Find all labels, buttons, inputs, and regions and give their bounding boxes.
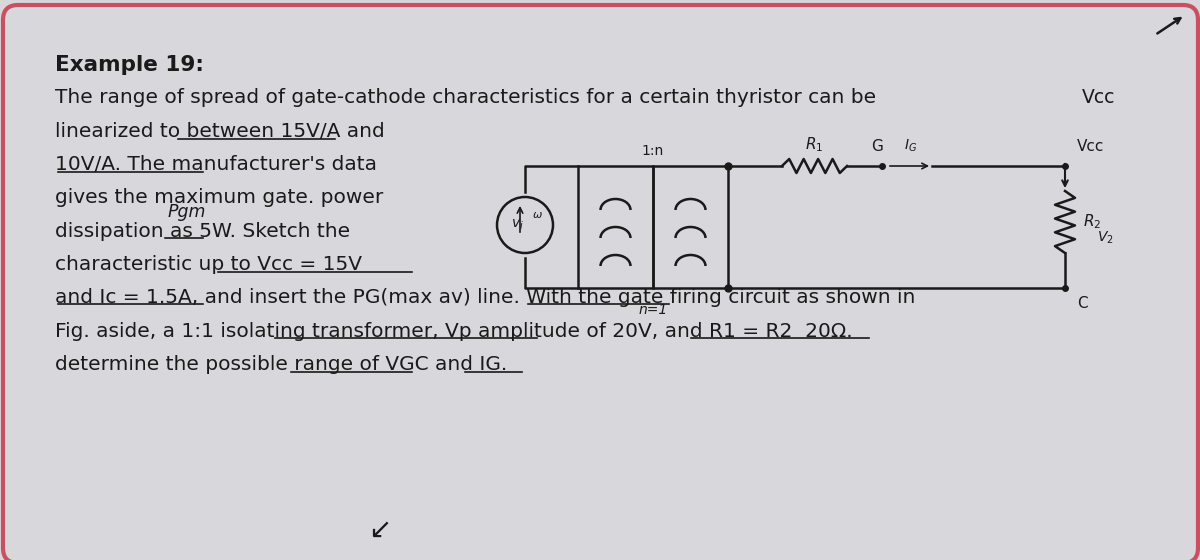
Text: Pgm: Pgm <box>168 203 206 221</box>
Text: $R_2$: $R_2$ <box>1084 213 1102 231</box>
Bar <box>653 166 728 288</box>
FancyBboxPatch shape <box>2 5 1198 560</box>
Text: The range of spread of gate-cathode characteristics for a certain thyristor can : The range of spread of gate-cathode char… <box>55 88 876 107</box>
Text: $R_1$: $R_1$ <box>805 136 823 154</box>
Text: Vcc: Vcc <box>1078 139 1104 154</box>
Bar <box>578 166 653 288</box>
Text: 10V/A. The manufacturer's data: 10V/A. The manufacturer's data <box>55 155 377 174</box>
Text: $\omega$: $\omega$ <box>532 210 542 220</box>
Text: characteristic up to Vcc = 15V: characteristic up to Vcc = 15V <box>55 255 362 274</box>
Text: $v_i$: $v_i$ <box>510 218 523 232</box>
Text: C: C <box>1078 296 1087 311</box>
Text: 1:n: 1:n <box>642 144 664 158</box>
Text: n=1: n=1 <box>638 303 667 317</box>
Text: Example 19:: Example 19: <box>55 55 204 75</box>
Text: linearized to between 15V/A and: linearized to between 15V/A and <box>55 122 385 141</box>
Text: G: G <box>871 139 883 154</box>
Text: $V_2$: $V_2$ <box>1097 230 1114 246</box>
Text: $I_G$: $I_G$ <box>904 138 917 154</box>
Text: dissipation as 5W. Sketch the: dissipation as 5W. Sketch the <box>55 222 350 241</box>
Text: determine the possible range of VGC and IG.: determine the possible range of VGC and … <box>55 355 508 374</box>
Text: ↙: ↙ <box>368 516 391 544</box>
Text: Vcc: Vcc <box>1082 88 1115 107</box>
Text: gives the maximum gate. power: gives the maximum gate. power <box>55 188 383 207</box>
Text: Fig. aside, a 1:1 isolating transformer, Vp amplitude of 20V, and R1 = R2  20Ω.: Fig. aside, a 1:1 isolating transformer,… <box>55 322 853 341</box>
Text: and Ic = 1.5A, and insert the PG(max av) line. With the gate firing circuit as s: and Ic = 1.5A, and insert the PG(max av)… <box>55 288 916 307</box>
